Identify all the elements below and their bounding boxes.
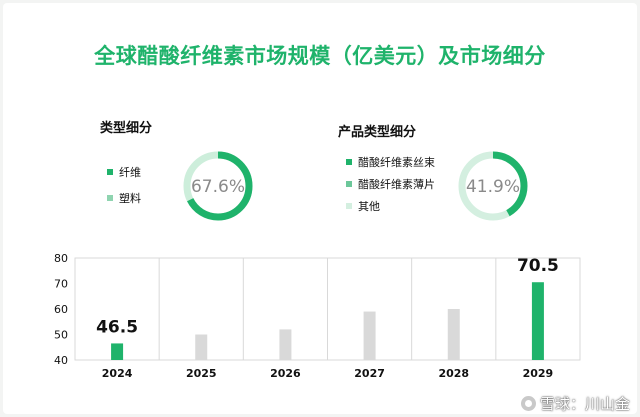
y-tick-label: 70 — [54, 278, 68, 291]
y-tick-label: 80 — [54, 252, 68, 265]
legend-swatch — [346, 159, 352, 165]
watermark-text: 雪球：川山金 — [539, 395, 630, 413]
type-legend: 纤维 塑料 — [107, 165, 141, 217]
main-panel — [3, 3, 637, 414]
legend-item-plastic: 塑料 — [107, 191, 141, 205]
bar-2024 — [111, 343, 124, 360]
donut-arc — [458, 151, 528, 221]
product-legend: 醋酸纤维素丝束 醋酸纤维素薄片 其他 — [346, 155, 435, 221]
product-breakdown-heading: 产品类型细分 — [338, 125, 417, 140]
y-tick-label: 40 — [54, 354, 68, 367]
data-label-2024: 46.5 — [96, 317, 138, 337]
page-title: 全球醋酸纤维素市场规模（亿美元）及市场细分 — [94, 44, 546, 68]
bar-2027 — [363, 311, 376, 360]
snowball-logo-icon — [520, 396, 536, 411]
x-tick-label: 2028 — [438, 367, 469, 380]
donut-value-label: 67.6% — [191, 177, 245, 197]
legend-item-tow: 醋酸纤维素丝束 — [346, 155, 435, 169]
data-label-2029: 70.5 — [517, 256, 559, 276]
legend-swatch — [107, 169, 113, 175]
legend-item-other: 其他 — [346, 199, 435, 213]
legend-item-flake: 醋酸纤维素薄片 — [346, 177, 435, 191]
legend-swatch — [346, 181, 352, 187]
x-tick-label: 2027 — [354, 367, 385, 380]
bar-2025 — [195, 334, 208, 360]
legend-label: 醋酸纤维素薄片 — [358, 178, 435, 191]
legend-label: 其他 — [358, 200, 380, 213]
x-tick-label: 2029 — [523, 367, 554, 380]
legend-label: 纤维 — [119, 166, 141, 179]
legend-label: 醋酸纤维素丝束 — [358, 156, 435, 169]
x-tick-label: 2024 — [102, 367, 133, 380]
bar-2029 — [531, 282, 544, 360]
legend-swatch — [107, 195, 113, 201]
type-breakdown-heading: 类型细分 — [100, 121, 153, 136]
x-tick-label: 2025 — [186, 367, 217, 380]
donut-arc — [183, 151, 253, 221]
legend-label: 塑料 — [119, 192, 141, 205]
product-donut: 41.9% — [458, 151, 528, 221]
watermark: 雪球：川山金 — [520, 393, 630, 414]
bar-2026 — [279, 329, 292, 360]
bar-2028 — [447, 309, 460, 360]
y-tick-label: 60 — [54, 303, 68, 316]
y-tick-label: 50 — [54, 329, 68, 342]
x-tick-label: 2026 — [270, 367, 301, 380]
type-donut: 67.6% — [183, 151, 253, 221]
donut-value-label: 41.9% — [466, 177, 520, 197]
legend-item-fiber: 纤维 — [107, 165, 141, 179]
legend-swatch — [346, 203, 352, 209]
